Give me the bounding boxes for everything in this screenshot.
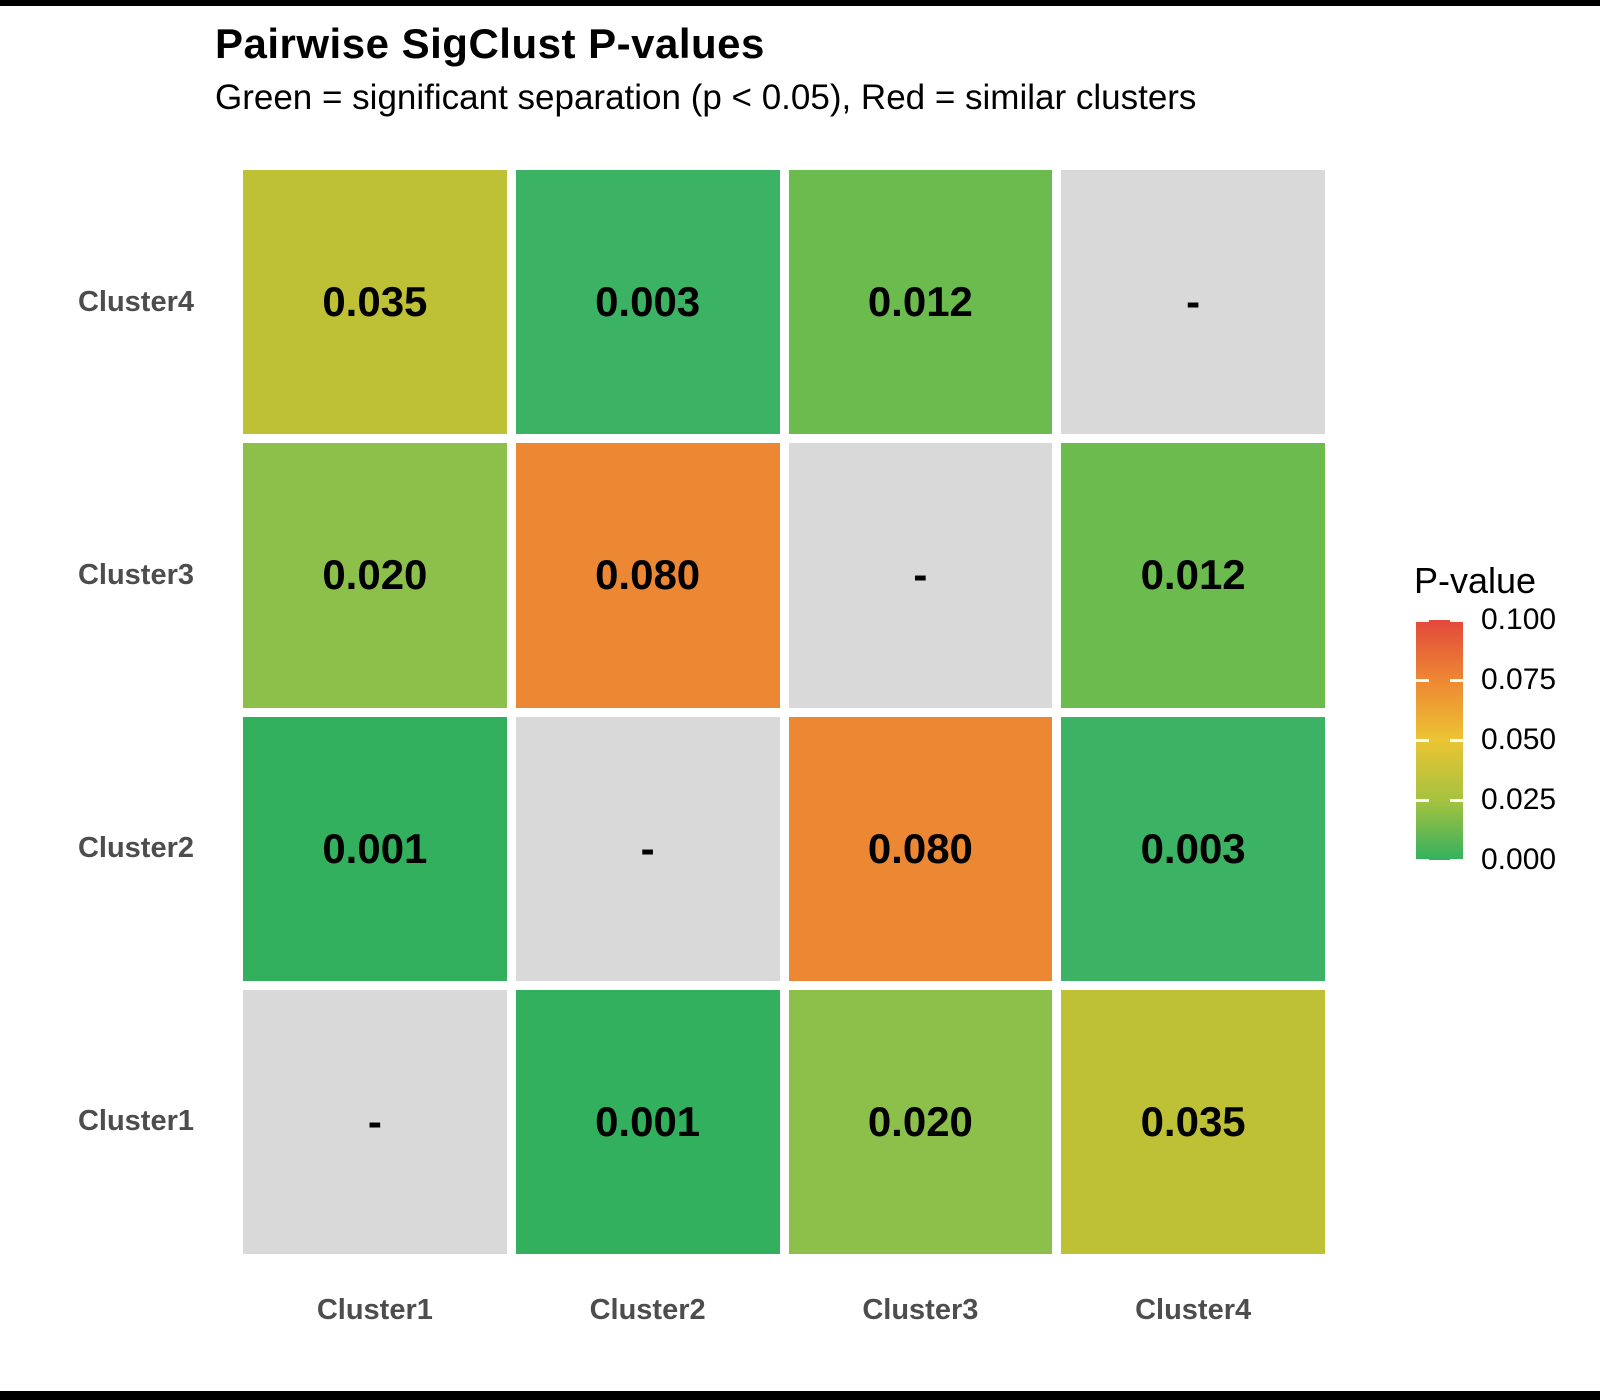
legend-tick-label-0.000: 0.000 (1481, 843, 1557, 876)
y-axis-label-Cluster1: Cluster1 (77, 1105, 195, 1138)
heatmap-cell-Cluster4-Cluster3: 0.012 (788, 170, 1053, 435)
heatmap-cell-Cluster4-Cluster2: 0.003 (515, 170, 780, 435)
heatmap-cell-Cluster4-Cluster4: - (1061, 170, 1325, 435)
legend-tick-label-0.100: 0.100 (1481, 603, 1557, 636)
heatmap-cell-Cluster4-Cluster1: 0.035 (243, 170, 507, 435)
heatmap-cell-Cluster3-Cluster3: - (788, 443, 1053, 708)
legend-tick-label-0.075: 0.075 (1481, 663, 1557, 696)
x-axis-label-Cluster2: Cluster2 (589, 1293, 706, 1326)
legend-tick-mark (1450, 858, 1463, 860)
legend-tick-label-0.025: 0.025 (1481, 783, 1557, 816)
heatmap-cell-Cluster3-Cluster1: 0.020 (243, 443, 507, 708)
chart-subtitle: Green = significant separation (p < 0.05… (215, 78, 1197, 117)
legend-tick-mark (1416, 738, 1429, 742)
heatmap-cell-Cluster1-Cluster3: 0.020 (788, 989, 1053, 1254)
heatmap-cell-Cluster3-Cluster4: 0.012 (1061, 443, 1325, 708)
heatmap-cell-Cluster2-Cluster2: - (515, 716, 780, 981)
x-axis-labels: Cluster1 Cluster2 Cluster3 Cluster4 (243, 1284, 1325, 1336)
top-border-bar (0, 0, 1600, 6)
x-axis-label-Cluster3: Cluster3 (862, 1293, 979, 1326)
heatmap-cell-Cluster3-Cluster2: 0.080 (515, 443, 780, 708)
y-axis-label-Cluster3: Cluster3 (77, 558, 195, 591)
heatmap-cell-Cluster2-Cluster3: 0.080 (788, 716, 1053, 981)
legend-tick-mark (1450, 678, 1463, 682)
legend-tick-mark (1416, 678, 1429, 682)
heatmap-cell-Cluster1-Cluster2: 0.001 (515, 989, 780, 1254)
legend-tick-mark (1416, 858, 1429, 860)
y-axis-labels: Cluster4 Cluster3 Cluster2 Cluster1 (40, 170, 232, 1254)
y-axis-label-Cluster4: Cluster4 (77, 285, 195, 318)
legend-title: P-value (1414, 560, 1537, 601)
x-axis-label-Cluster1: Cluster1 (316, 1293, 433, 1326)
heatmap-grid: 0.035 0.003 0.012-0.020 0.080-0.012 0.001-0.… (243, 170, 1325, 1254)
legend-tick-label-0.050: 0.050 (1481, 723, 1557, 756)
heatmap-cell-Cluster2-Cluster1: 0.001 (243, 716, 507, 981)
legend-gradient-bar (1416, 620, 1463, 860)
legend-tick-mark (1450, 620, 1463, 622)
x-axis-label-Cluster4: Cluster4 (1135, 1293, 1252, 1326)
heatmap-cell-Cluster1-Cluster1: - (243, 989, 507, 1254)
legend-tick-mark (1416, 620, 1429, 622)
chart-title: Pairwise SigClust P-values (215, 20, 765, 67)
bottom-border-bar (0, 1391, 1600, 1400)
legend-tick-mark (1450, 798, 1463, 802)
heatmap-cell-Cluster2-Cluster4: 0.003 (1061, 716, 1325, 981)
y-axis-label-Cluster2: Cluster2 (77, 832, 195, 865)
heatmap-cell-Cluster1-Cluster4: 0.035 (1061, 989, 1325, 1254)
legend-tick-mark (1416, 798, 1429, 802)
legend-tick-mark (1450, 738, 1463, 742)
